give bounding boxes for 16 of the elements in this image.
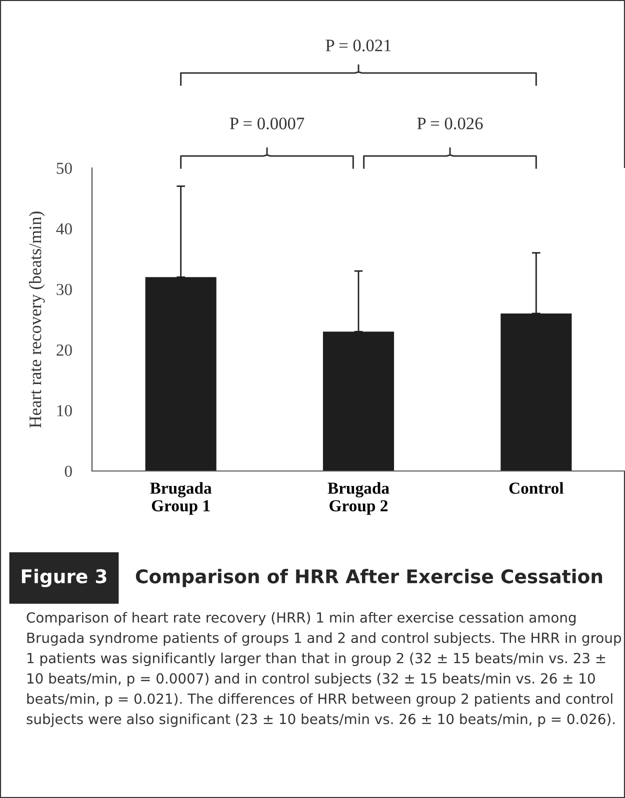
y-tick-label: 20	[56, 344, 72, 356]
text: P = 0.026	[417, 118, 483, 130]
y-tick-label: 40	[56, 223, 72, 235]
text: P = 0.021	[326, 40, 391, 52]
y-tick-label: 0	[64, 466, 72, 477]
x-tick-label: Brugada Group 2	[328, 482, 390, 515]
x-tick-label: Brugada Group 1	[150, 482, 212, 515]
text: Figure 3	[22, 568, 106, 588]
x-tick-label: Control	[509, 482, 564, 494]
y-tick-label: 50	[56, 162, 72, 174]
text: Comparison of heart rate recovery (HRR) 1 min after exercise cessation among Brugada syndrome patients of groups 1 and 2 and control subjects. The HRR in group 1 patients was significantly larger than that in group 2 (32 ± 15 beats/min vs. 23 ± 10 beats/min, p = 0.0007) and in control subjects (32 ± 15 beats/min vs. 26 ± 10 beats/min, p = 0.021). The differences of HRR between group 2 patients and control subjects were also significant (23 ± 10 beats/min vs. 26 ± 10 beats/min, p = 0.026).	[26, 612, 622, 727]
y-tick-label: 10	[57, 405, 72, 416]
text: P = 0.0007	[230, 118, 304, 130]
y-tick-label: 30	[56, 284, 72, 296]
y-axis-title: Heart rate recovery (beats/min)	[28, 212, 45, 428]
text: Comparison of HRR After Exercise Cessation	[136, 568, 602, 588]
